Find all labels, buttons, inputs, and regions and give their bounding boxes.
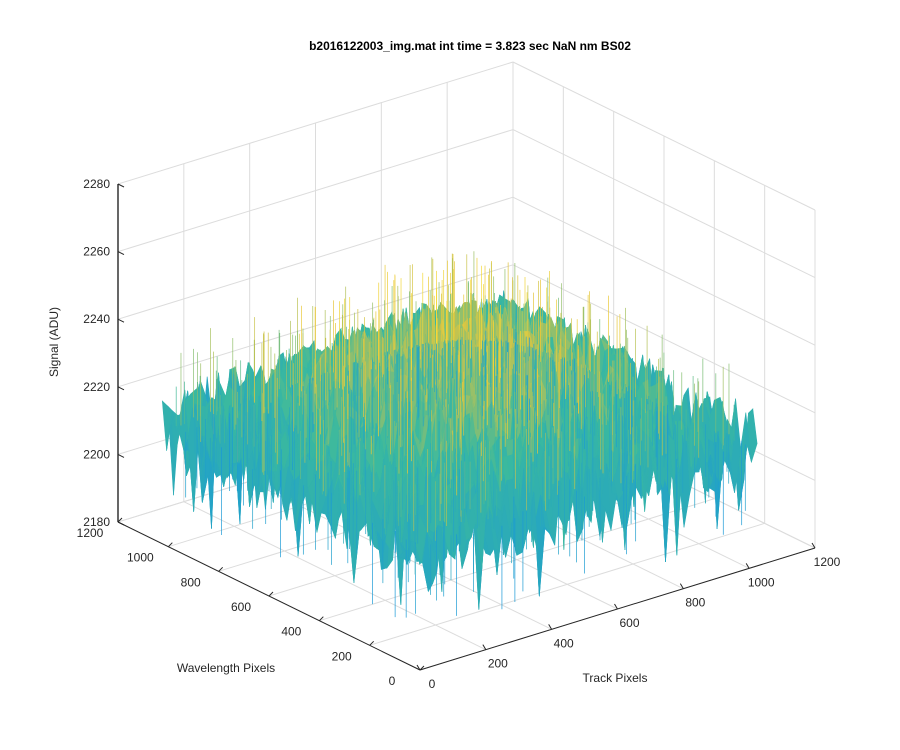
grid-line-sidewall-z — [512, 61, 816, 211]
z-tick-mark — [117, 318, 125, 323]
z-tick-label: 2260 — [83, 245, 110, 259]
x-tick-mark — [614, 603, 618, 610]
x-tick-label: 1000 — [748, 575, 775, 589]
y-tick-label: 200 — [332, 649, 352, 663]
surface-cell — [415, 514, 426, 563]
grid-line-floor-y — [319, 498, 715, 622]
z-tick-label: 2280 — [83, 177, 110, 191]
z-tick-labels: 2180 2200 2220 2240 2260 2280 — [83, 177, 110, 529]
y-tick-labels: 0 200 400 600 800 1000 1200 — [77, 526, 396, 688]
chart-title: b2016122003_img.mat int time = 3.823 sec… — [309, 39, 631, 53]
grid-line-floor-y — [369, 522, 765, 646]
y-axis-label: Wavelength Pixels — [177, 661, 275, 675]
x-tick-label: 1200 — [814, 555, 841, 569]
axes — [117, 183, 816, 671]
grid-line-backwall-z — [117, 61, 514, 185]
y-tick-label: 1200 — [77, 526, 104, 540]
x-tick-label: 600 — [619, 616, 639, 630]
x-tick-label: 200 — [488, 657, 508, 671]
x-tick-label: 0 — [429, 677, 436, 691]
grid-line-backwall-z — [117, 196, 514, 320]
x-tick-labels: 0 200 400 600 800 1000 1200 — [429, 555, 841, 691]
x-axis-label: Track Pixels — [583, 671, 648, 685]
x-tick-mark — [811, 542, 816, 549]
y-tick-mark — [419, 665, 425, 671]
z-tick-label: 2220 — [83, 380, 110, 394]
grid-line-sidewall-z — [512, 129, 816, 279]
x-tick-mark — [482, 644, 487, 650]
x-tick-label: 400 — [554, 636, 574, 650]
x-tick-mark — [416, 664, 421, 671]
x-tick-mark — [548, 624, 553, 630]
x-tick-mark — [745, 563, 750, 569]
y-tick-label: 400 — [281, 625, 301, 639]
y-tick-label: 600 — [231, 600, 251, 614]
y-tick-mark — [117, 517, 123, 523]
y-tick-mark — [218, 566, 224, 572]
y-tick-mark — [369, 640, 375, 646]
y-tick-mark — [318, 616, 324, 622]
z-tick-mark — [117, 386, 125, 391]
z-tick-mark — [117, 521, 125, 526]
y-tick-label: 800 — [181, 575, 201, 589]
x-tick-mark — [679, 583, 684, 589]
z-tick-label: 2180 — [83, 515, 110, 529]
z-tick-label: 2240 — [83, 312, 110, 326]
z-axis-label: Signal (ADU) — [47, 307, 61, 377]
grid-line-backwall-z — [117, 129, 514, 253]
z-tick-mark — [117, 183, 125, 188]
grid-line-sidewall-z — [512, 196, 816, 346]
y-tick-mark — [167, 542, 173, 548]
y-tick-label: 0 — [389, 674, 396, 688]
y-tick-mark — [268, 591, 274, 597]
z-tick-mark — [117, 251, 125, 256]
surface-mesh — [161, 251, 758, 618]
z-tick-mark — [117, 453, 125, 458]
z-tick-label: 2200 — [83, 447, 110, 461]
x-tick-label: 800 — [685, 596, 705, 610]
grid-line-sidewall-z — [512, 264, 816, 414]
y-tick-label: 1000 — [127, 551, 154, 565]
